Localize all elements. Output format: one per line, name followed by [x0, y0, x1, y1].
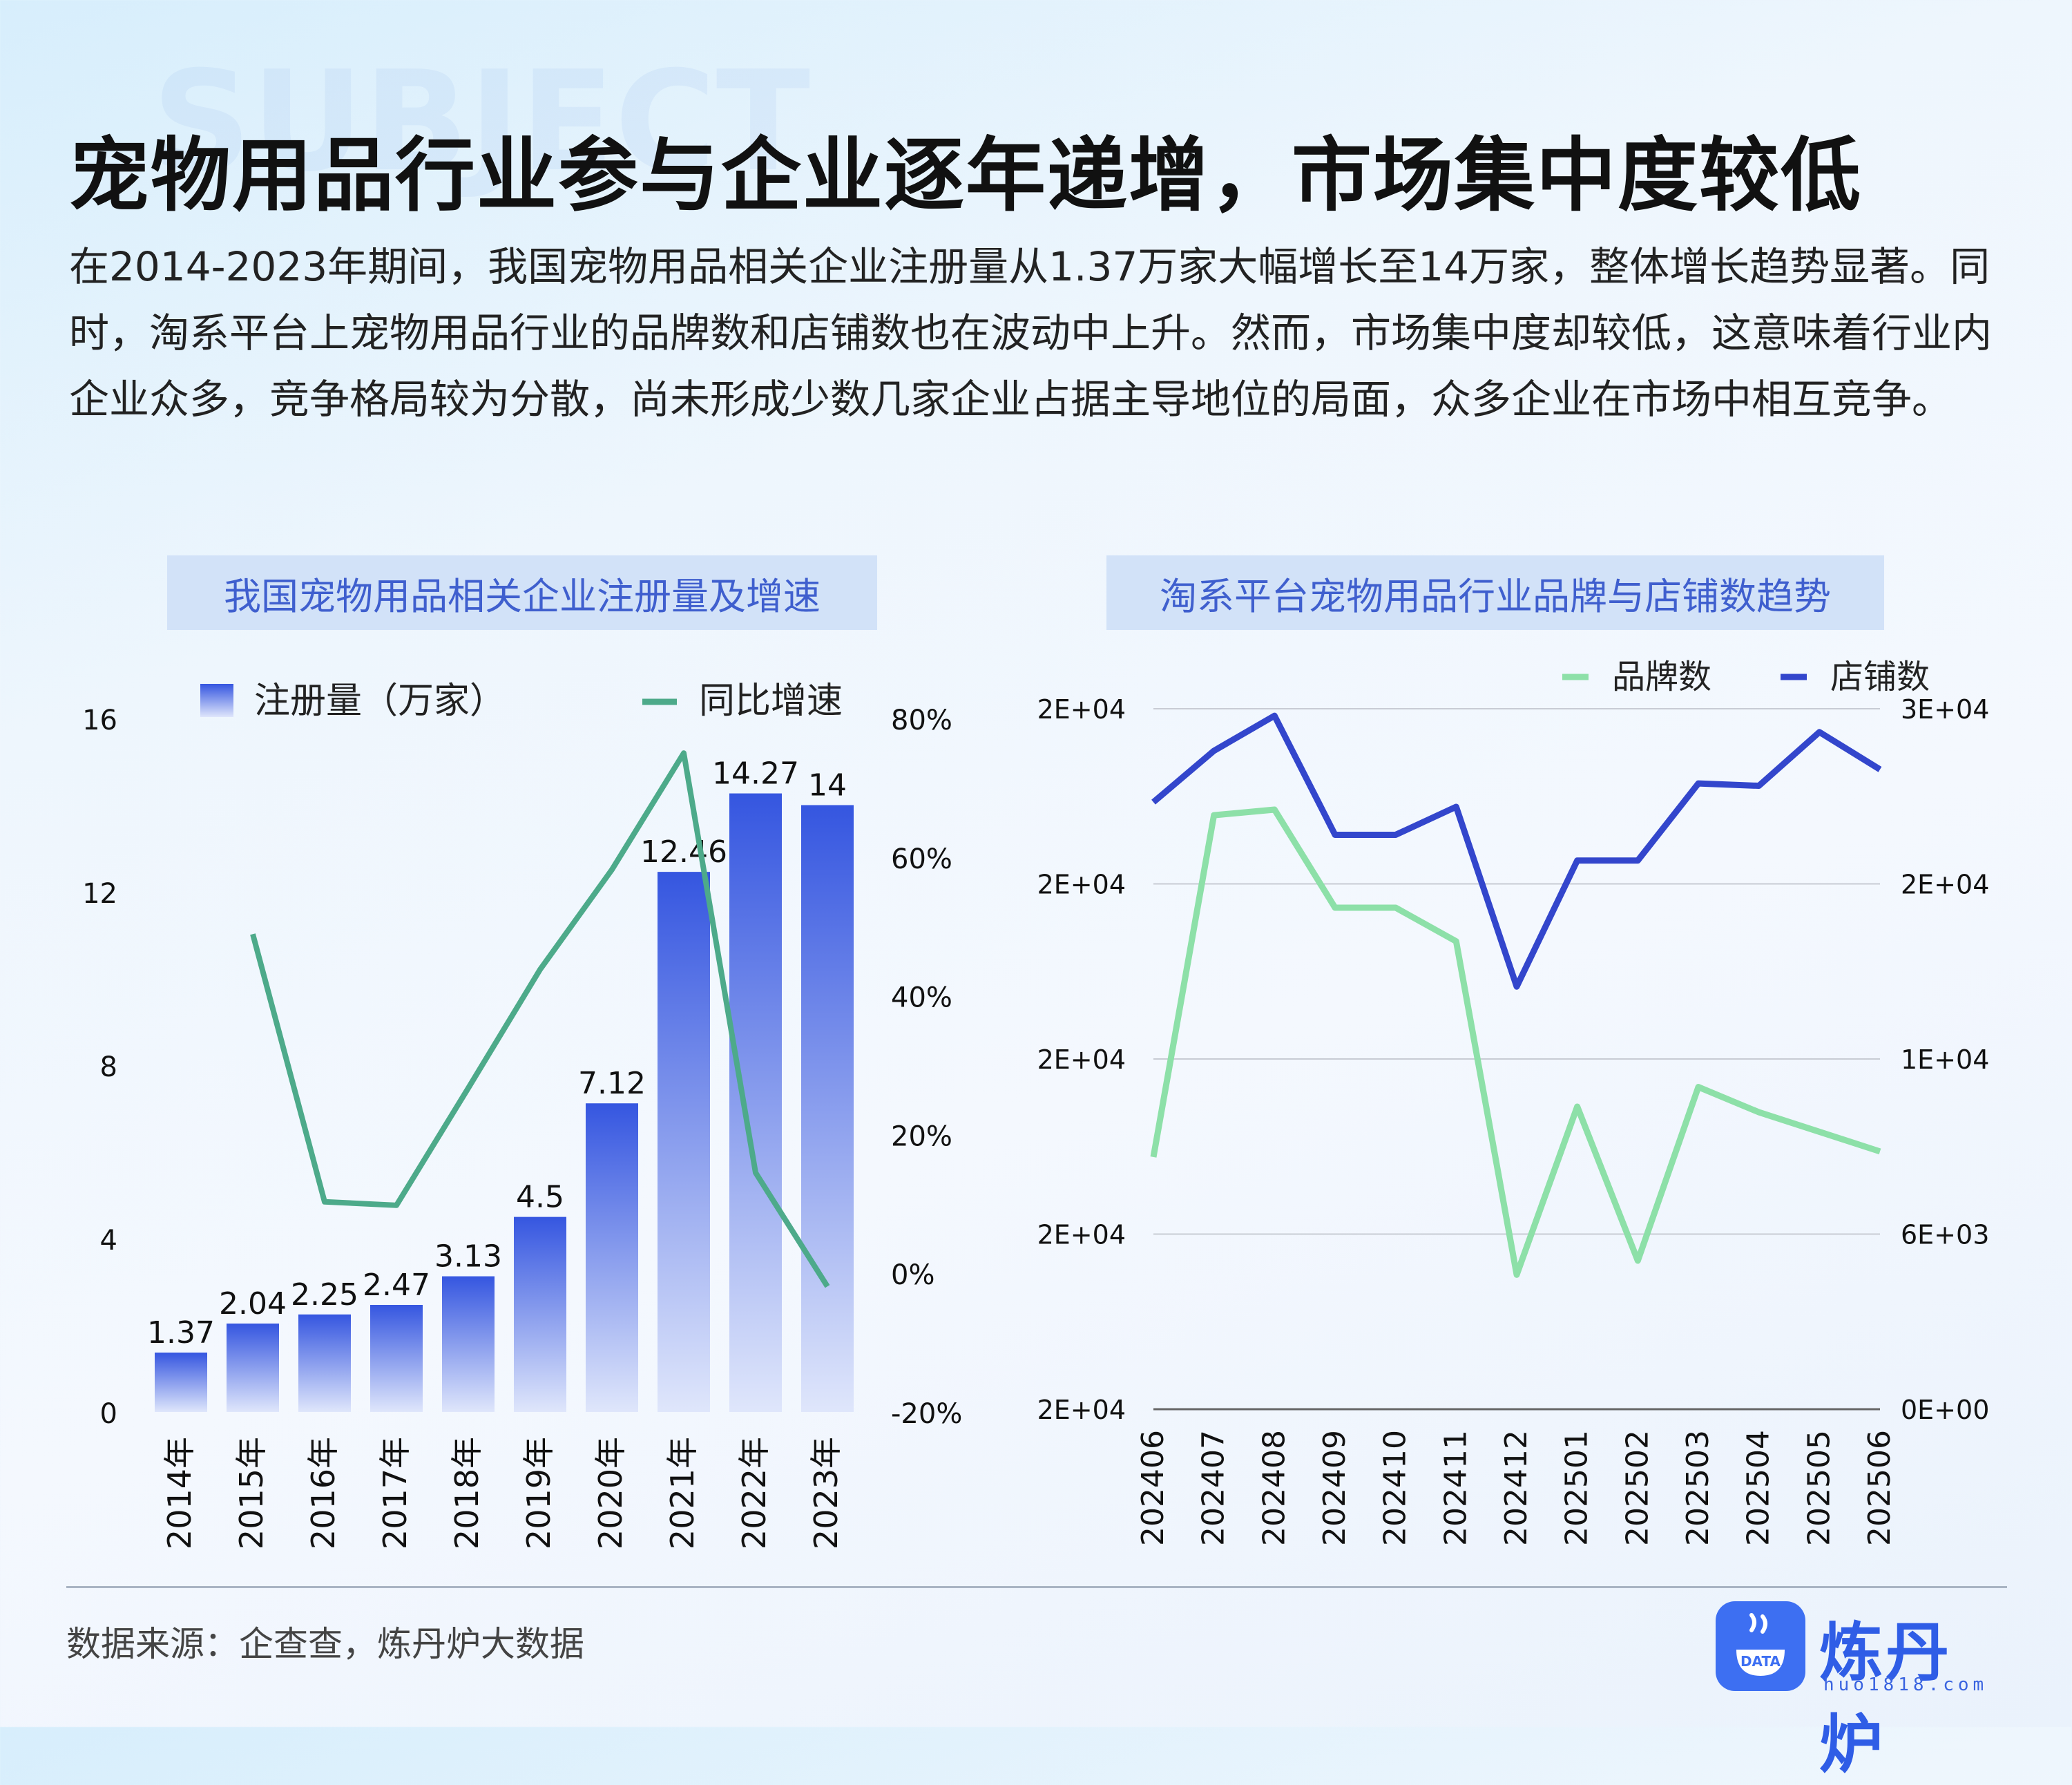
- registration-bar: [155, 1353, 207, 1412]
- left-y-tick: 12: [82, 878, 117, 910]
- right-y-tick: -20%: [891, 1398, 962, 1430]
- right-left-y-tick: 2E+04: [1037, 1220, 1126, 1250]
- right-right-y-tick: 3E+04: [1901, 694, 1989, 725]
- right-chart-title: 淘系平台宠物用品行业品牌与店铺数趋势: [1106, 555, 1884, 630]
- registration-bar: [227, 1323, 279, 1412]
- x-category-label: 2021年: [664, 1437, 701, 1549]
- left-y-tick: 4: [100, 1225, 117, 1257]
- right-y-tick: 60%: [891, 843, 952, 875]
- page-headline: 宠物用品行业参与企业逐年递增，市场集中度较低: [69, 129, 1862, 222]
- right-y-tick: 40%: [891, 982, 952, 1014]
- left-chart-title: 我国宠物用品相关企业注册量及增速: [167, 555, 877, 630]
- legend-label-brand: 品牌数: [1612, 658, 1711, 696]
- x-month-label: 202501: [1560, 1430, 1595, 1546]
- x-month-label: 202408: [1256, 1430, 1292, 1546]
- growth-rate-line: [250, 750, 830, 1288]
- brand-logo: DATA 炼丹炉 huo1818.com: [1716, 1601, 2006, 1782]
- brand-count-line: [1150, 806, 1881, 1278]
- bar-value-label: 2.47: [363, 1268, 430, 1303]
- x-month-label: 202412: [1499, 1430, 1534, 1546]
- x-month-label: 202505: [1801, 1430, 1836, 1546]
- x-category-label: 2018年: [448, 1437, 486, 1549]
- x-category-label: 2020年: [592, 1437, 629, 1549]
- x-category-label: 2016年: [305, 1437, 342, 1549]
- bar-value-label: 12.46: [640, 834, 727, 870]
- legend-swatch-bar: [200, 684, 233, 717]
- bar-value-label: 14: [808, 768, 847, 803]
- logo-mark-text: DATA: [1740, 1653, 1781, 1670]
- registration-bar: [370, 1305, 423, 1412]
- x-category-label: 2022年: [736, 1437, 773, 1549]
- right-left-y-tick: 2E+04: [1037, 1044, 1126, 1075]
- right-y-tick: 80%: [891, 705, 952, 736]
- x-category-label: 2015年: [233, 1437, 270, 1549]
- x-month-label: 202411: [1438, 1430, 1473, 1546]
- store-count-line: [1151, 712, 1882, 990]
- x-month-label: 202504: [1741, 1430, 1776, 1546]
- x-category-label: 2023年: [807, 1437, 845, 1549]
- x-month-label: 202409: [1317, 1430, 1352, 1546]
- registration-bar: [442, 1276, 495, 1412]
- right-right-y-tick: 6E+03: [1901, 1220, 1989, 1250]
- bar-value-label: 3.13: [434, 1239, 502, 1275]
- bar-value-label: 2.25: [291, 1277, 358, 1312]
- right-right-y-tick: 2E+04: [1901, 870, 1989, 900]
- logo-url: huo1818.com: [1823, 1674, 1988, 1695]
- bar-value-label: 14.27: [712, 756, 799, 792]
- bar-value-label: 7.12: [578, 1066, 646, 1101]
- legend-label-bar: 注册量（万家）: [254, 680, 506, 722]
- right-left-y-tick: 2E+04: [1037, 870, 1126, 900]
- legend-label-store: 店铺数: [1830, 658, 1930, 696]
- right-right-y-tick: 1E+04: [1901, 1044, 1989, 1075]
- x-month-label: 202503: [1680, 1430, 1716, 1546]
- right-y-tick: 0%: [891, 1259, 934, 1291]
- registration-bar: [801, 805, 854, 1412]
- left-y-tick: 8: [100, 1051, 117, 1083]
- data-source: 数据来源：企查查，炼丹炉大数据: [66, 1624, 584, 1664]
- right-left-y-tick: 2E+04: [1037, 1395, 1126, 1425]
- x-month-label: 202406: [1135, 1430, 1171, 1546]
- registration-bar: [514, 1216, 566, 1412]
- right-left-y-tick: 2E+04: [1037, 694, 1126, 725]
- left-y-tick: 16: [82, 705, 117, 736]
- legend-label-line: 同比增速: [699, 680, 843, 722]
- registration-bar: [586, 1103, 638, 1412]
- bar-value-label: 2.04: [219, 1286, 287, 1321]
- x-category-label: 2014年: [161, 1437, 198, 1549]
- logo-icon: DATA: [1716, 1601, 1805, 1691]
- right-chart-legend: 品牌数 店铺数: [1562, 658, 1930, 696]
- x-month-label: 202506: [1862, 1430, 1897, 1546]
- x-month-label: 202410: [1378, 1430, 1413, 1546]
- registration-bar: [298, 1314, 351, 1412]
- footer-divider: [66, 1586, 2007, 1588]
- left-chart-legend: 注册量（万家） 同比增速: [200, 680, 843, 722]
- right-y-tick: 20%: [891, 1120, 952, 1152]
- x-month-label: 202407: [1196, 1430, 1231, 1546]
- left-y-tick: 0: [100, 1398, 117, 1430]
- registration-bar: [729, 793, 782, 1412]
- x-month-label: 202502: [1620, 1430, 1655, 1546]
- x-category-label: 2019年: [520, 1437, 557, 1549]
- registration-bar: [658, 872, 710, 1412]
- x-category-label: 2017年: [376, 1437, 414, 1549]
- intro-paragraph: 在2014-2023年期间，我国宠物用品相关企业注册量从1.37万家大幅增长至1…: [69, 243, 1993, 423]
- right-right-y-tick: 0E+00: [1901, 1395, 1989, 1425]
- bar-value-label: 4.5: [516, 1180, 564, 1215]
- bar-value-label: 1.37: [147, 1315, 215, 1350]
